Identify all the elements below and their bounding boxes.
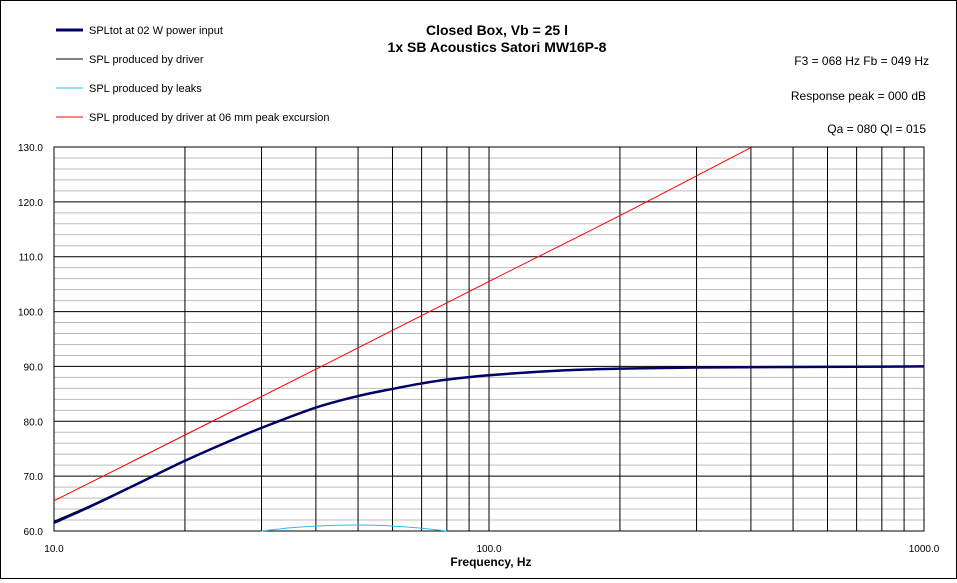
info-qa-ql: Qa = 080 Ql = 015: [827, 122, 926, 136]
legend-label-leaks: SPL produced by leaks: [89, 83, 202, 95]
y-tick-label: 110.0: [19, 253, 44, 264]
series-layer: [53, 147, 925, 532]
x-axis-title: Frequency, Hz: [450, 555, 531, 569]
y-tick-label: 80.0: [24, 417, 44, 428]
x-tick-label: 100.0: [476, 544, 501, 555]
grid: [54, 147, 924, 531]
legend: SPLtot at 02 W power input SPL produced …: [56, 25, 330, 124]
y-tick-label: 90.0: [24, 362, 44, 373]
x-tick-label: 10.0: [44, 544, 64, 555]
series-leaks: [261, 524, 447, 532]
legend-label-driver: SPL produced by driver: [89, 54, 204, 66]
x-tick-label: 1000.0: [909, 544, 940, 555]
y-tick-label: 120.0: [18, 198, 43, 209]
series-excursion: [53, 147, 752, 502]
plot-area-border: [53, 146, 925, 532]
y-tick-labels: 60.0 70.0 80.0 90.0 100.0 110.0 120.0 130.0: [18, 143, 43, 538]
y-tick-label: 130.0: [18, 143, 43, 154]
y-tick-label: 100.0: [18, 308, 43, 319]
info-f3-fb: F3 = 068 Hz Fb = 049 Hz: [794, 54, 929, 68]
chart-title-line-2: 1x SB Acoustics Satori MW16P-8: [388, 39, 607, 55]
legend-label-spltot: SPLtot at 02 W power input: [89, 25, 223, 37]
x-tick-labels: 10.0 100.0 1000.0: [44, 544, 939, 555]
info-response-peak: Response peak = 000 dB: [791, 89, 926, 103]
y-tick-label: 70.0: [24, 472, 44, 483]
series-spltot: [53, 365, 925, 524]
legend-label-excursion: SPL produced by driver at 06 mm peak exc…: [89, 112, 330, 124]
y-tick-label: 60.0: [24, 527, 44, 538]
chart-title-line-1: Closed Box, Vb = 25 l: [426, 22, 568, 38]
